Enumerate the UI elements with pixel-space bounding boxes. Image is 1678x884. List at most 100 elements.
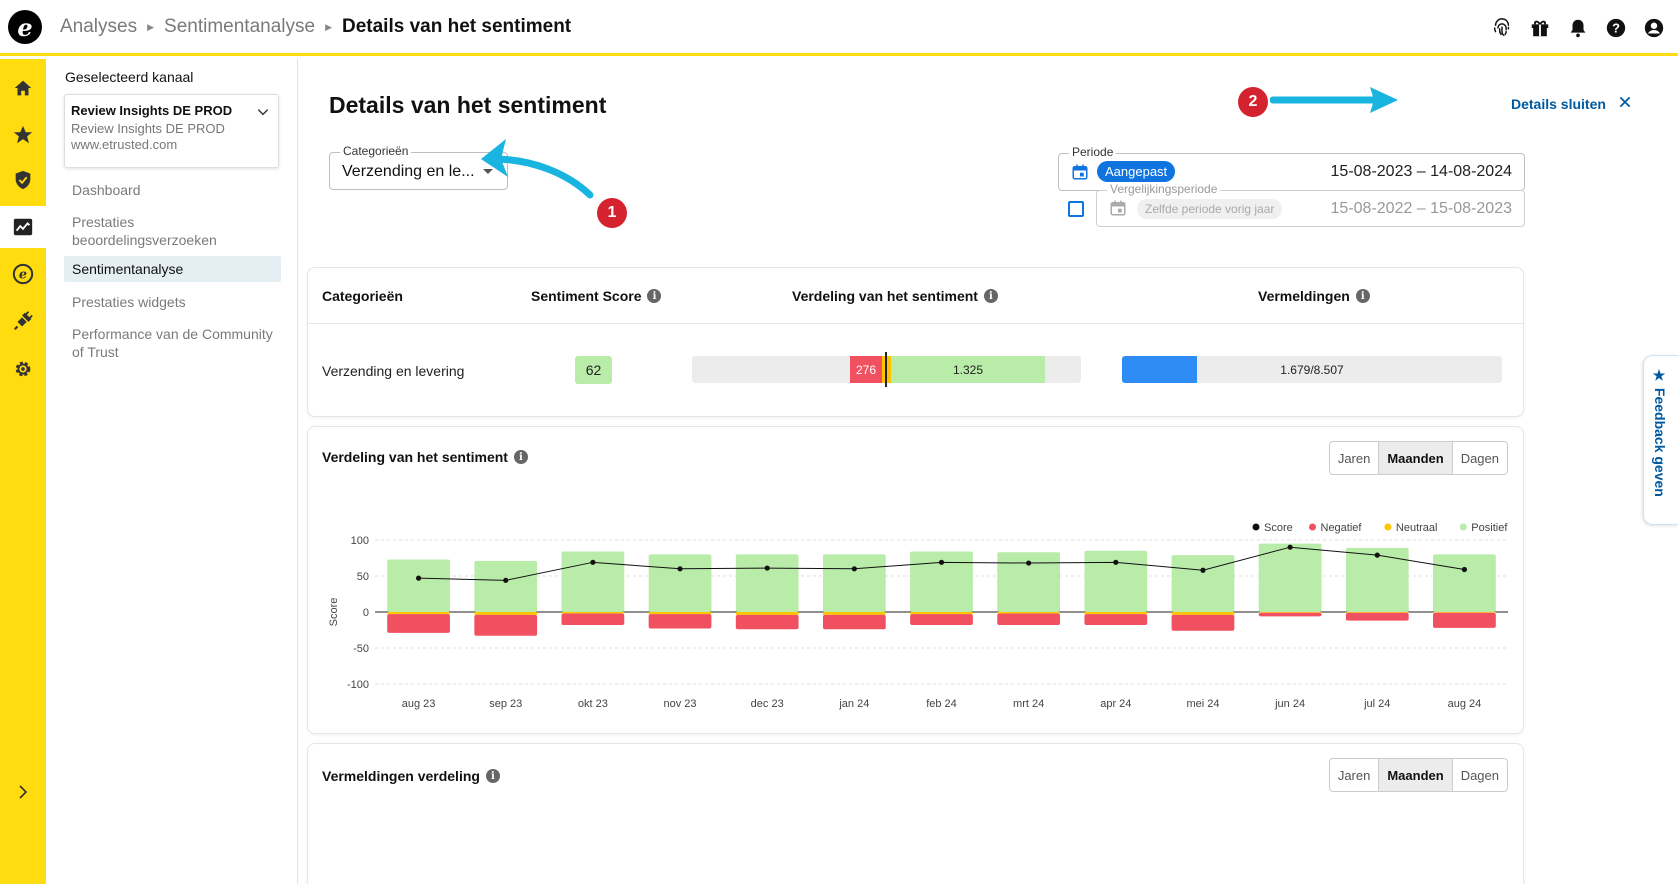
x-tick-label: dec 23 bbox=[751, 698, 784, 710]
page-title: Details van het sentiment bbox=[329, 92, 607, 118]
x-tick-label: okt 23 bbox=[578, 698, 608, 710]
bar-negatief bbox=[997, 613, 1061, 625]
categories-legend: Categorieën bbox=[340, 144, 412, 158]
score-point bbox=[1200, 567, 1206, 573]
breadcrumb-sentimentanalyse[interactable]: Sentimentanalyse bbox=[164, 16, 316, 37]
main-content: Details van het sentiment Details sluite… bbox=[298, 59, 1678, 884]
channel-url: www.etrusted.com bbox=[71, 137, 178, 152]
info-icon[interactable]: i bbox=[1355, 289, 1370, 303]
channel-name: Review Insights DE PROD bbox=[71, 103, 233, 118]
annotation-badge-1: 1 bbox=[597, 198, 627, 228]
toggle-dagen[interactable]: Dagen bbox=[1460, 767, 1499, 783]
legend-label: Positief bbox=[1471, 522, 1508, 534]
calendar-icon bbox=[1071, 163, 1089, 186]
account-icon[interactable] bbox=[1640, 14, 1668, 42]
breadcrumb-analyses[interactable]: Analyses bbox=[60, 16, 138, 37]
bar-neutraal bbox=[474, 612, 538, 615]
nav-item-dashboard[interactable]: Dashboard bbox=[72, 182, 141, 198]
periode-preset-pill[interactable]: Aangepast bbox=[1097, 161, 1176, 182]
etrusted-coin-icon[interactable]: e bbox=[0, 253, 46, 295]
info-icon[interactable]: i bbox=[485, 769, 500, 783]
toggle-dagen[interactable]: Dagen bbox=[1460, 450, 1499, 466]
shield-check-icon[interactable] bbox=[0, 159, 46, 201]
nav-item-community-of-trust[interactable]: Performance van de Community of Trust bbox=[72, 326, 273, 360]
feedback-tab[interactable]: ★ Feedback geven bbox=[1643, 355, 1678, 525]
score-point bbox=[415, 575, 422, 581]
help-icon[interactable]: ? bbox=[1602, 14, 1630, 42]
vergelijkingsperiode-range: 15-08-2022 – 15-08-2023 bbox=[1330, 200, 1512, 217]
bar-positief bbox=[1084, 550, 1148, 612]
y-tick-label: 100 bbox=[351, 535, 369, 547]
categories-select[interactable]: Categorieën Verzending en le... bbox=[329, 144, 508, 190]
toggle-maanden[interactable]: Maanden bbox=[1379, 759, 1453, 791]
vergelijkingsperiode-pill[interactable]: Zelfde periode vorig jaar bbox=[1137, 199, 1283, 219]
x-tick-label: mei 24 bbox=[1186, 698, 1219, 710]
calendar-icon bbox=[1109, 199, 1127, 222]
score-point bbox=[1461, 566, 1468, 573]
bar-positief bbox=[1258, 543, 1322, 612]
vergelijkingsperiode-picker[interactable]: Vergelijkingsperiode Zelfde periode vori… bbox=[1096, 182, 1525, 227]
channel-selector[interactable]: Review Insights DE PROD Review Insights … bbox=[64, 94, 279, 168]
comparison-checkbox[interactable] bbox=[1068, 201, 1084, 217]
info-icon[interactable]: i bbox=[647, 289, 662, 303]
breadcrumb-current: Details van het sentiment bbox=[342, 16, 572, 37]
header-vermeldingen: Vermeldingen i bbox=[1258, 288, 1370, 304]
legend-label: Negatief bbox=[1321, 522, 1363, 534]
breadcrumb-separator-icon: ▶ bbox=[147, 21, 155, 32]
gift-icon[interactable] bbox=[1526, 14, 1554, 42]
bar-neutraal bbox=[997, 612, 1061, 614]
nav-item-prestaties-widgets[interactable]: Prestaties widgets bbox=[72, 294, 186, 310]
mentions-value: 1.679/8.507 bbox=[1280, 362, 1344, 377]
home-icon[interactable] bbox=[0, 67, 46, 109]
top-bar: e Analyses ▶ Sentimentanalyse ▶ Details … bbox=[0, 0, 1678, 56]
bell-icon[interactable] bbox=[1564, 14, 1592, 42]
x-tick-label: sep 23 bbox=[489, 698, 522, 710]
fingerprint-icon[interactable] bbox=[1488, 14, 1516, 42]
info-icon[interactable]: i bbox=[983, 289, 998, 303]
svg-text:e: e bbox=[19, 268, 27, 283]
sub-navigation: Geselecteerd kanaal Review Insights DE P… bbox=[46, 59, 298, 884]
score-point bbox=[590, 559, 596, 565]
toggle-jaren[interactable]: Jaren bbox=[1330, 442, 1380, 474]
mentions-bar: 1.679/8.507 bbox=[1122, 356, 1502, 383]
score-point bbox=[938, 559, 945, 565]
analytics-icon[interactable] bbox=[0, 206, 46, 248]
sentiment-positive-segment: 1.325 bbox=[891, 356, 1045, 383]
bar-neutraal bbox=[822, 612, 886, 615]
header-sentiment-score: Sentiment Score i bbox=[531, 288, 662, 304]
bar-neutraal bbox=[561, 612, 625, 614]
chevron-right-icon[interactable] bbox=[0, 771, 46, 813]
legend-marker bbox=[1309, 523, 1316, 531]
nav-item-prestaties-beoordelingsverzoeken[interactable]: Prestaties beoordelingsverzoeken bbox=[72, 214, 217, 248]
row-category[interactable]: Verzending en levering bbox=[322, 363, 465, 379]
vergelijkingsperiode-legend: Vergelijkingsperiode bbox=[1107, 182, 1221, 196]
etrusted-logo[interactable]: e bbox=[8, 10, 42, 44]
legend-marker bbox=[1459, 523, 1467, 531]
bar-neutraal bbox=[910, 612, 973, 615]
y-tick-label: -100 bbox=[347, 679, 369, 691]
feedback-label: ★ Feedback geven bbox=[1652, 368, 1668, 497]
plug-icon[interactable] bbox=[0, 300, 46, 342]
bar-neutraal bbox=[1433, 612, 1496, 613]
score-point bbox=[851, 566, 857, 572]
gear-icon[interactable] bbox=[0, 348, 46, 390]
score-point bbox=[1026, 560, 1032, 566]
star-icon[interactable] bbox=[0, 114, 46, 156]
x-tick-label: jun 24 bbox=[1274, 698, 1305, 710]
close-details-button[interactable]: Details sluiten bbox=[1511, 95, 1632, 112]
score-point bbox=[764, 565, 770, 571]
score-point bbox=[503, 577, 509, 583]
bar-negatief bbox=[910, 614, 973, 625]
bar-negatief bbox=[1084, 614, 1148, 625]
bar-positief bbox=[735, 554, 799, 612]
bar-negatief bbox=[1345, 612, 1409, 621]
left-rail: e bbox=[0, 59, 46, 884]
nav-item-sentimentanalyse[interactable]: Sentimentanalyse bbox=[64, 256, 281, 282]
toggle-maanden[interactable]: Maanden bbox=[1379, 442, 1453, 474]
bar-positief bbox=[1433, 554, 1496, 612]
bar-negatief bbox=[1433, 612, 1496, 628]
x-tick-label: feb 24 bbox=[926, 698, 957, 710]
toggle-jaren[interactable]: Jaren bbox=[1330, 759, 1380, 791]
info-icon[interactable]: i bbox=[513, 450, 528, 464]
legend-marker bbox=[1384, 523, 1392, 531]
